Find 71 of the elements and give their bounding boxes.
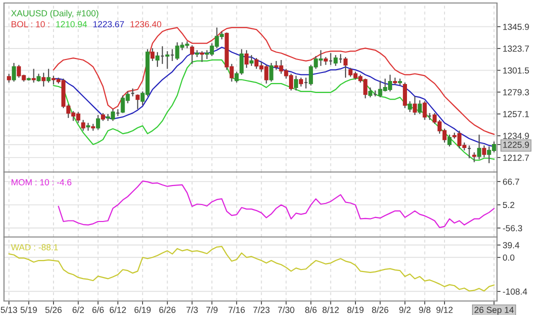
y-tick-label: 1301.5 — [503, 67, 529, 74]
text: 1210.94 — [56, 21, 87, 28]
candlestick — [136, 94, 140, 110]
candlestick — [422, 100, 427, 120]
line-series — [52, 27, 495, 135]
x-tick-label: 7/3 — [186, 306, 198, 313]
x-tick-label: 6/2 — [72, 306, 84, 313]
x-tick-label: 8/26 — [372, 306, 388, 313]
candlestick — [249, 54, 254, 66]
candlestick — [294, 75, 298, 92]
x-tick-label: 5/26 — [45, 306, 62, 313]
series-label: 1236.40 — [130, 21, 162, 28]
x-tick-label: 9/2 — [399, 306, 411, 313]
y-tick-label: 39.4 — [502, 242, 520, 248]
x-tick-label: 5/19 — [20, 306, 37, 313]
candlestick — [447, 134, 452, 148]
x-tick-label: 8/12 — [322, 306, 339, 313]
y-tick-label: 1225.9 — [503, 142, 529, 148]
y-tick-label: 1257.1 — [503, 110, 529, 118]
candlestick — [96, 114, 100, 130]
line-series — [52, 59, 495, 161]
x-tick-label: 5/13 — [0, 306, 18, 313]
x-tick-label: 6/19 — [134, 306, 151, 313]
text: MOM : 10 : -4.6 — [12, 179, 72, 186]
candlestick — [418, 100, 422, 115]
y-tick-label: 1279.3 — [503, 89, 529, 96]
y-tick-label: 1212.7 — [503, 154, 529, 161]
candlestick — [81, 119, 86, 132]
x-tick-label: 6/26 — [159, 306, 176, 313]
text: XAUUSD (Daily, #100) — [11, 10, 98, 18]
line-series — [8, 246, 495, 292]
line-series — [58, 180, 495, 228]
series-label: WAD : -88.1 — [10, 244, 58, 250]
y-tick-label: 1234.9 — [503, 132, 529, 139]
x-tick-label: 9/12 — [436, 306, 453, 313]
candlestick — [46, 68, 51, 84]
candlestick — [12, 62, 16, 82]
y-tick-label: 66.7 — [503, 178, 520, 185]
annotation: BOL : 10 : — [12, 21, 50, 28]
y-tick-label: -56.3 — [502, 225, 522, 232]
x-tick-label: 7/30 — [278, 306, 294, 313]
x-tick-label: 7/23 — [253, 306, 270, 313]
candlestick — [150, 48, 155, 62]
x-tick-label: 8/19 — [347, 306, 364, 313]
x-tick-label: 26 Sep 14 — [474, 306, 514, 315]
x-tick-label: 8/6 — [305, 306, 317, 313]
candlestick — [42, 72, 46, 88]
x-tick-label: 6/6 — [92, 306, 104, 313]
y-tick-label: 1345.9 — [503, 24, 529, 30]
candlestick — [368, 86, 372, 98]
x-tick-label: 7/16 — [228, 306, 245, 313]
candlestick — [343, 56, 348, 78]
candlestick — [244, 50, 249, 68]
y-tick-label: 1323.7 — [503, 46, 529, 52]
x-tick-label: 7/9 — [206, 306, 218, 313]
candlestick — [32, 68, 36, 84]
text: 1223.67 — [93, 21, 124, 28]
x-tick-label: 6/12 — [110, 306, 126, 313]
candlestick — [200, 50, 204, 63]
y-tick-label: 5.2 — [502, 202, 514, 208]
candlestick — [472, 152, 476, 163]
x-tick-label: 9/8 — [419, 306, 430, 313]
candlestick — [408, 100, 412, 113]
candlestick — [190, 44, 194, 64]
candlestick — [402, 82, 407, 109]
candlestick — [482, 144, 486, 158]
candlestick — [412, 96, 417, 116]
candlestick — [477, 134, 482, 160]
y-tick-label: 0.0 — [502, 254, 514, 261]
candlestick — [269, 62, 274, 82]
y-tick-label: -108.4 — [502, 288, 528, 295]
